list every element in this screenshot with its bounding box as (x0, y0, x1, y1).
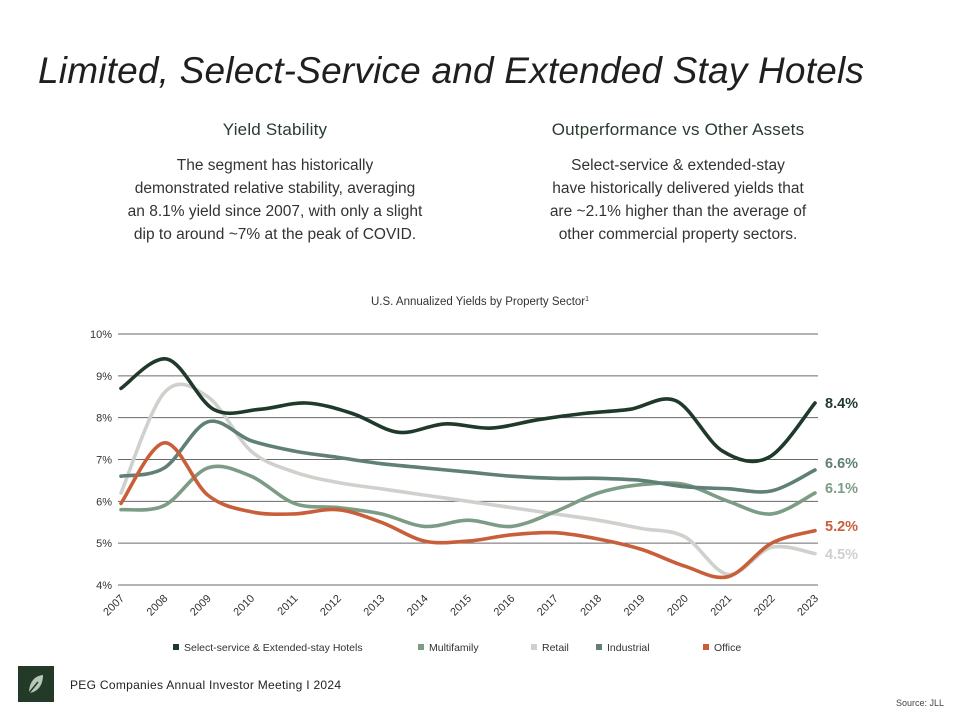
yield-stability-line: dip to around ~7% at the peak of COVID. (133, 226, 417, 243)
outperformance-line: Select-service & extended-stay (571, 157, 785, 174)
series-line-select-service-extended-stay-hotels (119, 357, 817, 464)
x-tick-label: 2010 (231, 593, 257, 619)
end-value-label: 4.5% (825, 547, 858, 563)
yield-stability-line: demonstrated relative stability, averagi… (134, 180, 416, 197)
end-value-label: 5.2% (825, 519, 858, 535)
footer-text: PEG Companies Annual Investor Meeting I … (70, 678, 342, 692)
yield-stability-text: The segment has historically demonstrate… (85, 154, 465, 246)
x-tick-label: 2016 (492, 593, 518, 619)
chart-title: U.S. Annualized Yields by Property Secto… (371, 296, 589, 308)
x-tick-label: 2008 (145, 593, 171, 619)
series-line-multifamily (119, 464, 817, 529)
x-tick-label: 2017 (535, 593, 561, 619)
legend-swatch (531, 644, 537, 650)
source-note: Source: JLL (895, 698, 944, 708)
legend-swatch (418, 644, 424, 650)
x-tick-label: 2011 (275, 593, 300, 618)
legend-label: Office (714, 642, 741, 654)
y-tick-label: 4% (96, 580, 112, 592)
x-tick-label: 2013 (362, 593, 388, 619)
legend-label: Multifamily (429, 642, 479, 654)
y-tick-label: 9% (96, 371, 112, 383)
leaf-icon (28, 675, 43, 694)
outperformance-heading: Outperformance vs Other Assets (551, 120, 805, 139)
page-title: Limited, Select-Service and Extended Sta… (38, 50, 865, 91)
x-tick-label: 2007 (101, 593, 127, 619)
legend-swatch (173, 644, 179, 650)
yield-stability-heading: Yield Stability (222, 120, 328, 139)
x-tick-label: 2015 (448, 593, 474, 619)
series-line-industrial (119, 419, 817, 494)
legend-label: Retail (542, 642, 569, 654)
yield-stability-section: Yield Stability The segment has historic… (85, 120, 465, 246)
outperformance-text: Select-service & extended-stay have hist… (488, 154, 868, 246)
x-tick-label: 2012 (318, 593, 344, 619)
y-tick-label: 8% (96, 413, 112, 425)
x-tick-label: 2022 (752, 593, 778, 619)
yield-stability-line: an 8.1% yield since 2007, with only a sl… (127, 203, 423, 220)
end-value-label: 6.6% (825, 456, 858, 472)
x-tick-label: 2018 (578, 593, 604, 619)
x-tick-label: 2023 (795, 593, 821, 619)
end-value-label: 6.1% (825, 481, 858, 497)
x-tick-label: 2014 (405, 593, 431, 619)
y-tick-label: 10% (90, 329, 112, 341)
series-line-office (119, 441, 817, 580)
end-value-label: 8.4% (825, 396, 858, 412)
outperformance-section: Outperformance vs Other Assets Select-se… (488, 120, 868, 246)
legend-label: Industrial (607, 642, 650, 654)
y-tick-label: 5% (96, 538, 112, 550)
peg-logo (18, 666, 54, 702)
legend-swatch (596, 644, 602, 650)
series-line-retail (119, 382, 817, 577)
legend-label: Select-service & Extended-stay Hotels (184, 642, 363, 654)
outperformance-line: have historically delivered yields that (552, 180, 804, 197)
y-tick-label: 7% (96, 455, 112, 467)
chart-title-superscript: 1 (585, 296, 589, 303)
legend-swatch (703, 644, 709, 650)
y-tick-label: 6% (96, 496, 112, 508)
x-tick-label: 2009 (188, 593, 214, 619)
yield-stability-line: The segment has historically (176, 157, 374, 174)
x-tick-label: 2021 (709, 593, 735, 619)
outperformance-line: are ~2.1% higher than the average of (549, 203, 807, 220)
x-tick-label: 2020 (665, 593, 691, 619)
outperformance-line: other commercial property sectors. (558, 226, 798, 243)
x-tick-label: 2019 (622, 593, 648, 619)
yields-line-chart: U.S. Annualized Yields by Property Secto… (90, 296, 858, 654)
chart-title-text: U.S. Annualized Yields by Property Secto… (371, 296, 585, 308)
